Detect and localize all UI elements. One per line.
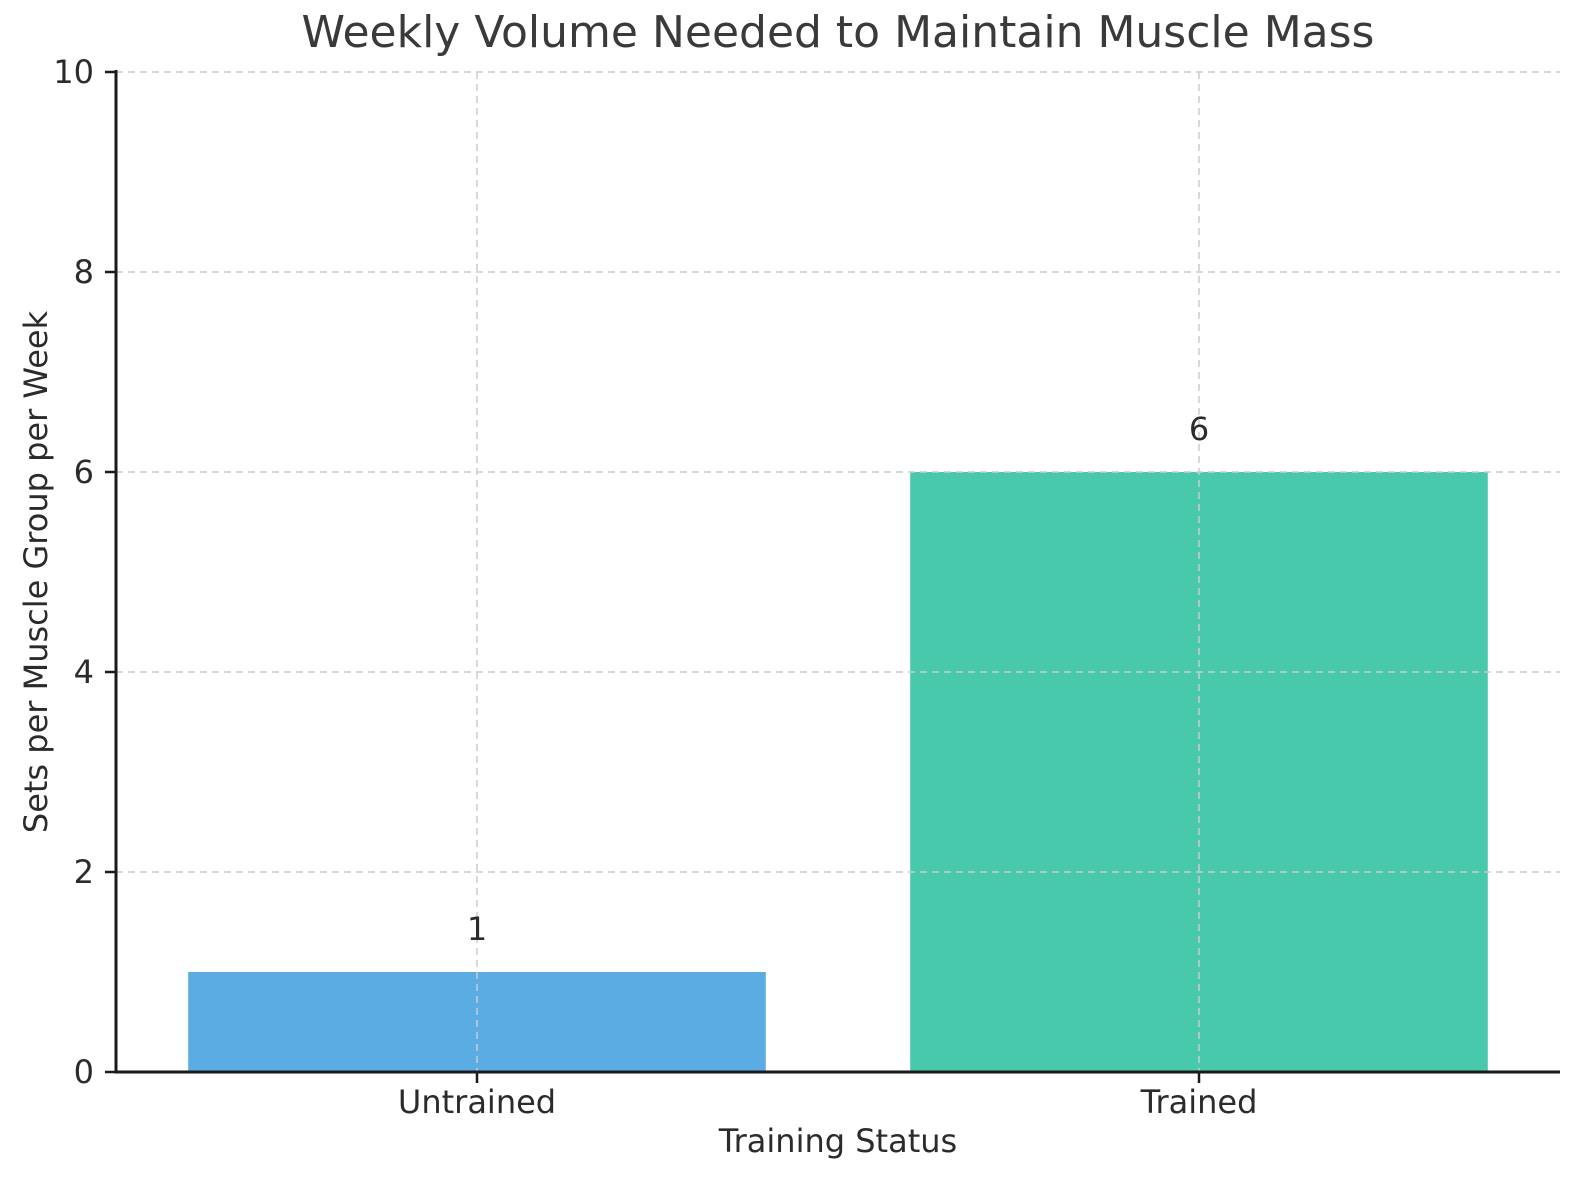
y-tick-label: 10: [53, 53, 94, 91]
y-tick-label: 0: [74, 1053, 94, 1091]
y-tick-label: 8: [74, 253, 94, 291]
x-tick-label: Trained: [1140, 1083, 1258, 1121]
y-tick-label: 4: [74, 653, 94, 691]
bar-value-label: 6: [1189, 410, 1209, 448]
x-axis-label: Training Status: [718, 1122, 958, 1160]
x-tick-label: Untrained: [398, 1083, 556, 1121]
y-tick-label: 6: [74, 453, 94, 491]
y-axis-label: Sets per Muscle Group per Week: [17, 310, 55, 834]
y-tick-label: 2: [74, 853, 94, 891]
bar-value-label: 1: [467, 910, 487, 948]
chart-title: Weekly Volume Needed to Maintain Muscle …: [301, 7, 1375, 58]
